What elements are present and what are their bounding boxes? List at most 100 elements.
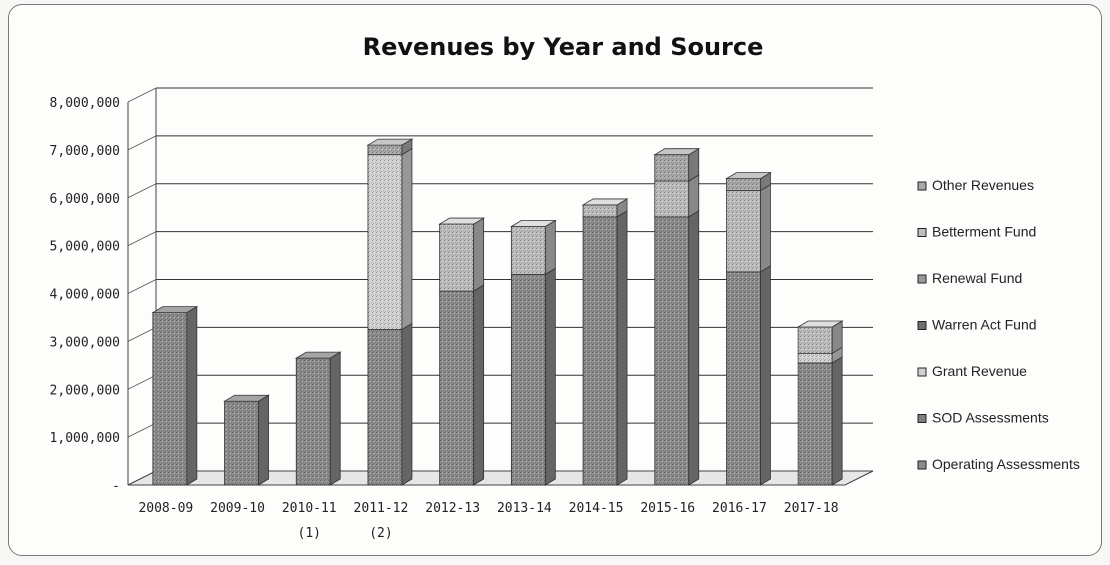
legend-label: Other Revenues bbox=[932, 177, 1034, 193]
gridline-side-6 bbox=[127, 183, 157, 199]
y-tick-label: 7,000,000 bbox=[50, 144, 120, 159]
legend-item: Betterment Fund bbox=[917, 224, 1036, 240]
bar-top bbox=[438, 217, 486, 225]
x-tick-label: 2010-11 bbox=[282, 501, 337, 516]
bar-segment-texture bbox=[296, 358, 331, 485]
gridline-side-4 bbox=[127, 279, 157, 294]
x-tick-label: 2013-14 bbox=[497, 501, 552, 516]
gridline-side-8 bbox=[127, 87, 157, 103]
bar-segment-texture bbox=[798, 327, 833, 354]
legend-swatch bbox=[917, 274, 927, 284]
legend-swatch bbox=[917, 321, 927, 330]
bar-top bbox=[223, 394, 270, 402]
bar-segment-texture bbox=[439, 224, 474, 292]
bar-segment-side bbox=[760, 183, 771, 273]
x-tick-label: 2015-16 bbox=[640, 501, 695, 516]
bar-segment-texture bbox=[439, 291, 474, 485]
bar-segment-side bbox=[401, 322, 413, 486]
x-tick-label: 2011-12 bbox=[354, 501, 409, 516]
x-tick-label: 2014-15 bbox=[569, 501, 624, 516]
y-tick-label: - bbox=[112, 479, 120, 494]
bar-group-2010-11 bbox=[294, 351, 342, 486]
bar-segment-side bbox=[688, 174, 700, 218]
y-axis: - 1,000,000 2,000,000 3,000,000 4,000,000 5,0… bbox=[50, 96, 120, 494]
bar-segment-texture bbox=[654, 180, 689, 217]
x-tick-label: 2017-18 bbox=[784, 501, 839, 516]
bar-segment-texture bbox=[583, 204, 618, 217]
bar-group-2016-17 bbox=[725, 171, 772, 486]
legend-swatch bbox=[917, 228, 927, 237]
bar-segment-side bbox=[760, 265, 771, 486]
y-tick-label: 2,000,000 bbox=[50, 383, 120, 398]
legend-swatch bbox=[917, 181, 927, 191]
bar-top bbox=[653, 148, 701, 156]
legend-item: Warren Act Fund bbox=[917, 317, 1037, 333]
bar-segment-side bbox=[544, 219, 556, 276]
gridline-side-3 bbox=[127, 327, 157, 342]
legend-label: Grant Revenue bbox=[932, 363, 1027, 379]
legend-swatch bbox=[917, 414, 927, 423]
bar-group-2009-10 bbox=[223, 394, 270, 486]
bar-top bbox=[796, 320, 844, 328]
gridline-side-1 bbox=[127, 422, 157, 438]
bar-segment-side bbox=[616, 210, 628, 486]
x-tick-label: 2008-09 bbox=[138, 501, 193, 516]
bar-segment-texture bbox=[726, 271, 761, 485]
bar-group-2008-09 bbox=[151, 305, 199, 486]
bar-top bbox=[151, 306, 199, 314]
bar-segment-texture bbox=[367, 154, 402, 330]
bar-segment-texture bbox=[367, 329, 402, 485]
bar-segment-texture bbox=[798, 362, 833, 485]
bar-group-2017-18 bbox=[796, 320, 844, 486]
bar-segment-side bbox=[329, 351, 341, 486]
legend-label: Betterment Fund bbox=[932, 224, 1036, 240]
gridline-side-2 bbox=[127, 374, 157, 390]
x-tick-label: 2009-10 bbox=[210, 501, 265, 516]
bar-group-2014-15 bbox=[581, 198, 629, 486]
bar-segment-texture bbox=[654, 216, 689, 485]
y-tick-label: 3,000,000 bbox=[50, 335, 120, 350]
bar-segment-side bbox=[688, 210, 700, 486]
legend-item: SOD Assessments bbox=[917, 410, 1049, 426]
bar-segment-texture bbox=[726, 178, 761, 191]
bar-segment-texture bbox=[511, 226, 546, 275]
x-tick-label: 2012-13 bbox=[425, 501, 480, 516]
bar-top bbox=[725, 172, 772, 180]
legend-label: Operating Assessments bbox=[932, 456, 1080, 472]
x-tick-label: 2016-17 bbox=[712, 501, 767, 516]
bar-segment-texture bbox=[367, 145, 402, 155]
bar-top bbox=[366, 138, 414, 146]
bar-group-2012-13 bbox=[438, 217, 486, 486]
bar-segment-texture bbox=[798, 353, 833, 363]
bar-segment-side bbox=[831, 356, 843, 486]
legend-item: Renewal Fund bbox=[917, 270, 1022, 286]
bar-segment-side bbox=[473, 217, 485, 292]
legend: Other Revenues Betterment Fund Renewal Fun… bbox=[917, 177, 1080, 472]
legend-item: Operating Assessments bbox=[917, 456, 1080, 472]
y-tick-label: 8,000,000 bbox=[50, 96, 120, 111]
bar-segment-side bbox=[544, 267, 556, 486]
bar-group-2013-14 bbox=[509, 219, 557, 486]
legend-item: Grant Revenue bbox=[917, 363, 1027, 379]
bar-segment-side bbox=[401, 147, 413, 331]
chart-title: Revenues by Year and Source bbox=[363, 33, 764, 61]
x-tick-note: (2) bbox=[369, 526, 392, 541]
y-tick-label: 6,000,000 bbox=[50, 192, 120, 207]
bar-top bbox=[294, 351, 342, 359]
bar-group-2011-12 bbox=[366, 138, 414, 486]
y-tick-label: 5,000,000 bbox=[50, 240, 120, 255]
bar-top bbox=[581, 198, 629, 206]
gridline-side-5 bbox=[127, 231, 157, 246]
legend-label: SOD Assessments bbox=[932, 410, 1049, 426]
gridline-side-7 bbox=[127, 135, 157, 151]
y-tick-label: 1,000,000 bbox=[50, 431, 120, 446]
bar-segment-texture bbox=[726, 190, 761, 272]
y-tick-label: 4,000,000 bbox=[50, 288, 120, 303]
bar-group-2015-16 bbox=[653, 147, 701, 486]
bar-segment-texture bbox=[583, 216, 618, 485]
x-axis: 2008-09 2009-10 2010-11 (1) 2011-12 (2) 2012-1… bbox=[138, 501, 838, 541]
bar-segment-side bbox=[186, 305, 198, 486]
legend-item: Other Revenues bbox=[917, 177, 1034, 193]
legend-swatch bbox=[917, 460, 927, 470]
